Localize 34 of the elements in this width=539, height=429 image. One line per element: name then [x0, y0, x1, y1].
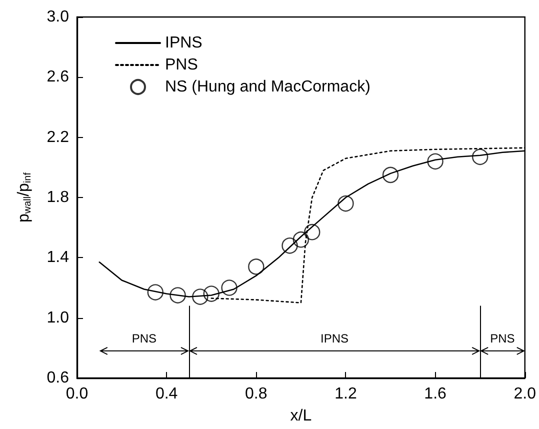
y-tick-label: 3.0 — [46, 8, 70, 26]
x-tick-label: 0.8 — [245, 386, 268, 402]
legend-label: NS (Hung and MacCormack) — [165, 78, 370, 96]
y-tick-label: 1.4 — [46, 249, 70, 266]
y-axis-title: pwall/pinf — [16, 172, 34, 223]
point — [170, 287, 186, 304]
x-tick-label: 1.6 — [424, 386, 447, 402]
point — [382, 166, 399, 184]
point — [292, 232, 310, 248]
point — [248, 258, 264, 275]
annotation: PNS — [132, 331, 157, 346]
legend-label: IPNS — [165, 34, 202, 52]
point — [472, 148, 488, 165]
x-tick-label: 0.0 — [66, 386, 88, 402]
x-tick-label: 2.0 — [514, 386, 536, 402]
x-tick-label: 1.2 — [334, 386, 357, 402]
y-tick-label: 0.6 — [46, 370, 70, 386]
point — [304, 224, 320, 240]
point — [338, 195, 354, 212]
point — [192, 288, 208, 305]
y-tick-label: 2.6 — [46, 68, 70, 86]
y-tick-label: 2.2 — [46, 128, 70, 146]
y-tick-label: 1.8 — [46, 189, 70, 206]
annotation: PNS — [490, 331, 515, 346]
annotation: IPNS — [320, 331, 349, 346]
point — [203, 286, 220, 302]
point — [147, 284, 164, 300]
point — [221, 280, 238, 296]
point — [427, 153, 444, 170]
point — [282, 238, 298, 254]
x-axis-title: x/L — [290, 408, 312, 424]
y-tick-label: 1.0 — [46, 309, 70, 326]
legend-label: PNS — [165, 56, 198, 74]
x-tick-label: 0.4 — [155, 386, 178, 402]
